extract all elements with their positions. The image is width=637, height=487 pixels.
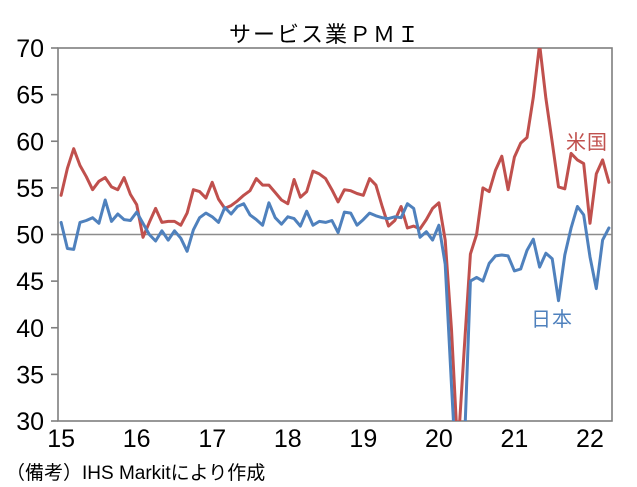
x-tick-label: 20	[425, 425, 453, 453]
x-tick-label: 19	[349, 425, 377, 453]
y-tick-label: 30	[16, 408, 44, 436]
japan-series-label: 日本	[531, 309, 573, 331]
y-tick-label: 60	[16, 128, 44, 156]
x-tick-label: 18	[274, 425, 302, 453]
plot-border	[57, 47, 613, 422]
y-tick-label: 55	[16, 175, 44, 203]
y-tick-label: 35	[16, 361, 44, 389]
us-series-label: 米国	[566, 132, 608, 154]
x-tick-label: 17	[198, 425, 226, 453]
x-tick-label: 15	[47, 425, 75, 453]
x-tick-label: 22	[576, 425, 604, 453]
y-tick-label: 70	[16, 35, 44, 63]
x-tick-label: 16	[123, 425, 151, 453]
source-note: （備考）IHS Markitにより作成	[6, 463, 266, 484]
japan-series-line	[59, 198, 611, 421]
y-axis: 30 35 40 45 50 55 60 65 70	[16, 35, 58, 436]
x-tick-label: 21	[501, 425, 529, 453]
y-tick-label: 50	[16, 222, 44, 250]
y-tick-label: 45	[16, 268, 44, 296]
us-series-line	[59, 48, 611, 421]
x-axis: 15 16 17 18 19 20 21 22	[47, 425, 604, 453]
y-tick-label: 40	[16, 315, 44, 343]
y-tick-label: 65	[16, 82, 44, 110]
chart-title: サービス業ＰＭＩ	[228, 22, 421, 47]
